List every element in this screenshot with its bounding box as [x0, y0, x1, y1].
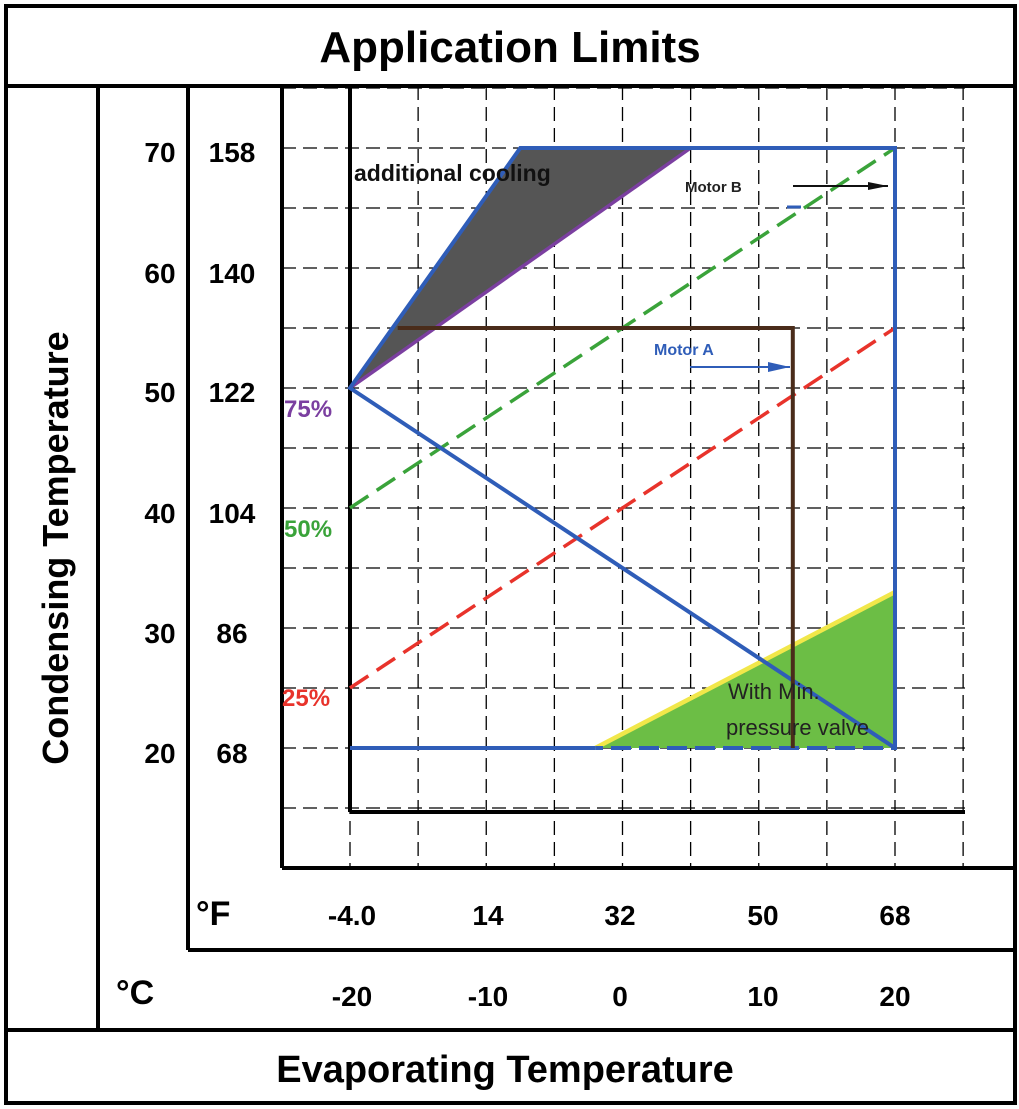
y-tick-c: 70	[144, 137, 175, 168]
grid	[282, 86, 965, 868]
annotation-motor-b: Motor B	[685, 179, 742, 196]
envelope-line	[347, 146, 897, 750]
y-tick-c: 40	[144, 498, 175, 529]
y-tick-f: 122	[209, 377, 256, 408]
motor-a-arrowhead	[768, 362, 790, 372]
x-tick-c: 20	[879, 981, 910, 1012]
annotation-min-valve-2: pressure valve	[726, 715, 869, 740]
x-tick-c: 10	[747, 981, 778, 1012]
x-tick-f: 32	[604, 900, 635, 931]
x-axis-label: Evaporating Temperature	[276, 1049, 734, 1091]
motor-b-arrowhead	[868, 182, 888, 190]
y-tick-c: 50	[144, 377, 175, 408]
frame	[4, 4, 1017, 1105]
series-line-75	[348, 146, 692, 390]
lines	[347, 146, 897, 750]
x-tick-c: -10	[468, 981, 508, 1012]
y-axis-label: Condensing Temperature	[35, 331, 76, 764]
x-unit-fahrenheit: °F	[196, 895, 230, 933]
series-label-50: 50%	[284, 516, 332, 543]
annotation-additional-cooling: additional cooling	[354, 160, 551, 186]
chart-title: Application Limits	[319, 23, 700, 72]
motor-a-limit-line	[397, 326, 795, 748]
y-tick-f: 158	[209, 137, 256, 168]
annotation-min-valve-1: With Min.	[728, 679, 820, 704]
min-pressure-edge-line	[594, 590, 897, 750]
y-tick-f: 104	[209, 498, 256, 529]
x-tick-f: 14	[472, 900, 504, 931]
y-tick-f: 68	[216, 738, 247, 769]
y-tick-c: 60	[144, 258, 175, 289]
x-unit-celsius: °C	[116, 974, 154, 1012]
x-tick-f: -4.0	[328, 900, 376, 931]
y-tick-f: 86	[216, 618, 247, 649]
x-tick-c: 0	[612, 981, 628, 1012]
y-tick-c: 30	[144, 618, 175, 649]
x-tick-f: 68	[879, 900, 910, 931]
y-tick-f: 140	[209, 258, 256, 289]
x-tick-c: -20	[332, 981, 372, 1012]
motor-arrows	[690, 182, 888, 372]
x-tick-f: 50	[747, 900, 778, 931]
series-label-25: 25%	[282, 685, 330, 712]
series-line-25	[349, 326, 896, 690]
y-tick-c: 20	[144, 738, 175, 769]
annotation-motor-a: Motor A	[654, 342, 714, 359]
series-label-75: 75%	[284, 396, 332, 423]
